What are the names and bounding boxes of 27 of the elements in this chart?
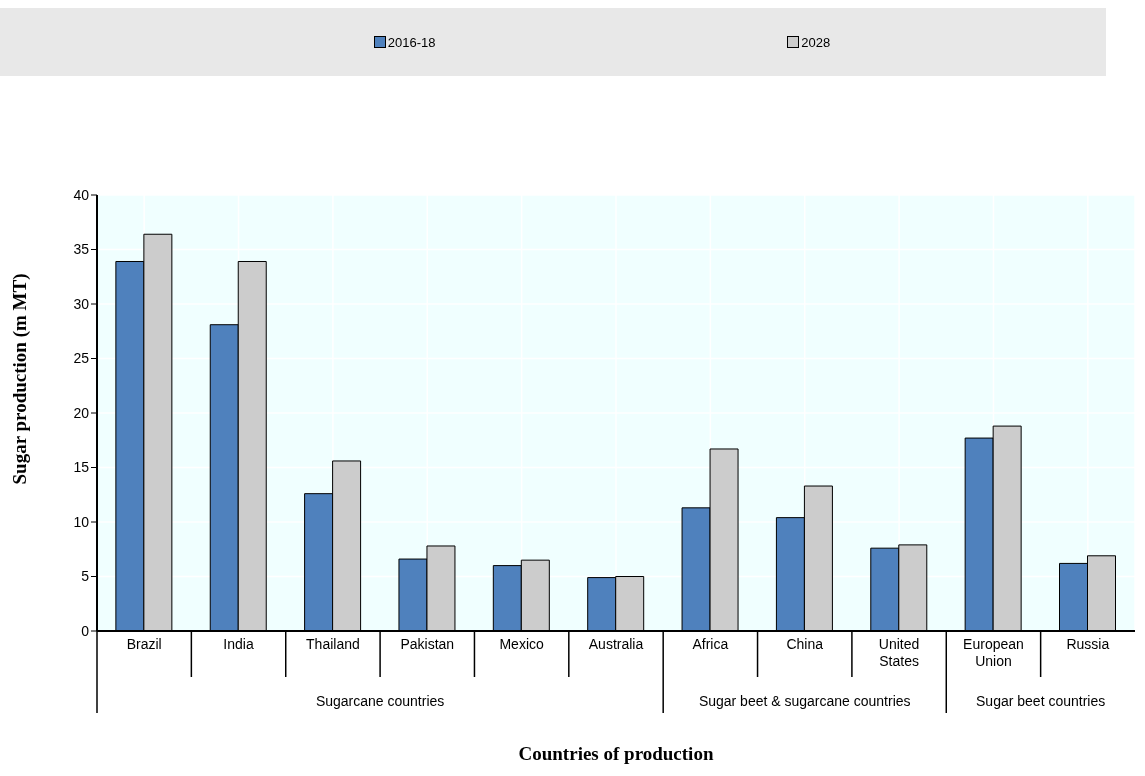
x-tick-label: India [223,636,254,652]
x-tick-label: United States [878,636,920,669]
y-tick-label: 5 [81,568,90,585]
x-tick-label: Brazil [126,636,162,652]
x-tick-label: Thailand [306,636,360,652]
x-axis-title: Countries of production [518,743,714,764]
x-tick-label: Australia [588,636,644,652]
y-tick-label: 30 [73,295,90,312]
text: Sugar beet & sugarcane countries [698,693,911,709]
x-tick-label: European Union [963,636,1024,669]
x-tick-label: Pakistan [400,636,455,652]
y-tick-label: 40 [73,186,90,203]
text: Sugar beet countries [976,693,1106,709]
y-tick-label: 20 [73,404,90,421]
x-tick-label: China [786,636,824,652]
x-tick-label: Russia [1066,636,1110,652]
y-tick-label: 15 [73,459,90,476]
legend-label: 2028 [800,34,831,50]
x-tick-label: Africa [692,636,729,652]
text: Sugarcane countries [315,693,445,709]
x-tick-label: Mexico [499,636,545,652]
y-tick-label: 35 [73,241,90,258]
y-tick-label: 10 [73,513,90,530]
y-axis-title: Sugar production (m MT) [9,273,31,485]
y-tick-label: 25 [73,350,90,367]
legend-label: 2016-18 [386,34,436,50]
y-tick-label: 0 [81,622,90,639]
